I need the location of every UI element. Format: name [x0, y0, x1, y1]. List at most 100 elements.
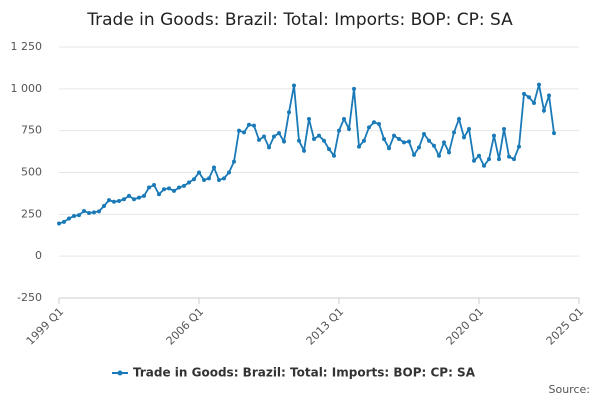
marker: [387, 146, 391, 151]
marker: [202, 178, 206, 183]
marker: [147, 185, 151, 190]
marker: [512, 157, 516, 162]
marker: [382, 137, 386, 142]
marker: [437, 153, 441, 158]
marker: [487, 157, 491, 162]
marker: [77, 213, 81, 218]
marker: [237, 128, 241, 133]
marker: [162, 187, 166, 192]
legend-label: Trade in Goods: Brazil: Total: Imports: …: [133, 366, 476, 380]
x-tick-label: 2025 Q1: [544, 305, 587, 348]
marker: [127, 193, 131, 198]
marker: [357, 144, 361, 149]
marker: [122, 197, 126, 202]
marker: [307, 116, 311, 121]
marker: [507, 154, 511, 159]
x-tick-label: 2020 Q1: [444, 305, 487, 348]
marker: [432, 143, 436, 148]
marker: [187, 180, 191, 185]
marker: [337, 128, 341, 133]
marker: [252, 123, 256, 128]
marker: [157, 192, 161, 197]
marker: [532, 101, 536, 106]
marker: [177, 185, 181, 190]
marker: [57, 221, 61, 226]
marker: [132, 197, 136, 202]
marker: [412, 152, 416, 157]
y-tick-label: 750: [21, 124, 42, 137]
marker: [427, 138, 431, 143]
marker: [367, 125, 371, 130]
marker: [422, 132, 426, 137]
marker: [402, 140, 406, 145]
marker: [102, 203, 106, 208]
x-tick-label: 2006 Q1: [164, 305, 207, 348]
marker: [377, 121, 381, 126]
marker: [112, 199, 116, 204]
marker: [222, 176, 226, 181]
marker: [347, 126, 351, 131]
marker: [292, 83, 296, 88]
marker: [417, 145, 421, 150]
marker: [517, 144, 521, 149]
marker: [317, 133, 321, 138]
marker: [362, 138, 366, 143]
marker: [372, 120, 376, 125]
marker: [82, 208, 86, 213]
marker: [207, 176, 211, 181]
marker: [217, 178, 221, 183]
marker: [257, 137, 261, 142]
marker: [297, 138, 301, 143]
marker: [552, 131, 556, 136]
marker: [142, 193, 146, 198]
marker: [117, 198, 121, 203]
marker: [267, 145, 271, 150]
line: [58, 84, 555, 225]
marker: [172, 188, 176, 193]
marker: [302, 148, 306, 153]
marker: [287, 110, 291, 115]
marker: [312, 137, 316, 142]
marker: [327, 147, 331, 152]
y-tick-label: 0: [35, 249, 42, 262]
marker: [247, 122, 251, 127]
marker: [447, 150, 451, 155]
marker: [392, 133, 396, 138]
marker: [262, 134, 266, 139]
y-tick-label: 1 250: [11, 40, 43, 53]
marker: [72, 214, 76, 219]
marker: [242, 130, 246, 135]
marker: [527, 95, 531, 100]
marker: [542, 108, 546, 113]
source: Source:: [549, 383, 591, 396]
marker: [137, 195, 141, 200]
marker: [462, 135, 466, 140]
marker: [502, 126, 506, 131]
marker: [352, 86, 356, 91]
y-tick-label: 250: [21, 207, 42, 220]
marker: [332, 153, 336, 158]
marker: [457, 116, 461, 121]
marker: [452, 130, 456, 135]
legend-marker: [117, 370, 123, 376]
marker: [397, 137, 401, 142]
marker: [212, 165, 216, 170]
y-tick-label: 1 000: [11, 82, 43, 95]
marker: [442, 140, 446, 145]
marker: [477, 153, 481, 158]
y-tick-label: -250: [17, 291, 42, 304]
marker: [282, 139, 286, 144]
marker: [152, 183, 156, 188]
chart-title: Trade in Goods: Brazil: Total: Imports: …: [86, 10, 513, 30]
marker: [97, 209, 101, 214]
y-tick-label: 500: [21, 166, 42, 179]
marker: [167, 186, 171, 191]
marker: [232, 159, 236, 164]
marker: [272, 134, 276, 139]
marker: [192, 177, 196, 182]
marker: [492, 133, 496, 138]
x-tick-label: 1999 Q1: [24, 305, 67, 348]
marker: [537, 82, 541, 87]
marker: [92, 210, 96, 215]
